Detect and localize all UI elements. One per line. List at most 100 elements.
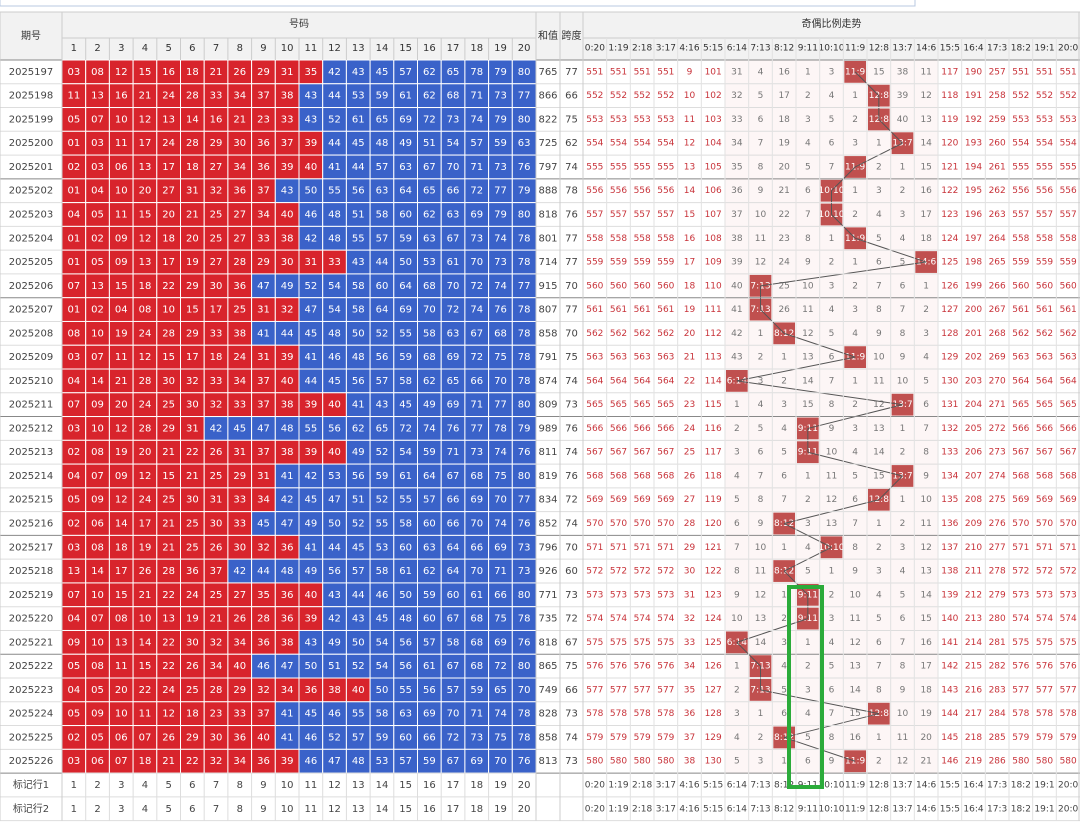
ratio-omission: 4 <box>829 638 835 648</box>
ratio-omission: 10 <box>731 614 743 624</box>
ratio-omission: 553 <box>634 115 651 125</box>
span: 72 <box>565 614 578 625</box>
number: 74 <box>494 447 507 458</box>
ratio-omission: 206 <box>965 448 982 458</box>
footer-number: 12 <box>328 804 341 815</box>
ratio-omission: 1 <box>758 709 764 719</box>
number: 58 <box>447 637 460 648</box>
ratio-omission: 564 <box>1012 376 1029 386</box>
footer-ratio: 6:14 <box>727 804 747 814</box>
ratio-omission: 9 <box>900 685 906 695</box>
footer-number: 15 <box>399 804 412 815</box>
ratio-omission: 562 <box>586 329 603 339</box>
ratio-omission: 2 <box>852 210 858 220</box>
footer-ratio: 1:19 <box>608 780 628 790</box>
ratio-omission: 210 <box>965 543 982 553</box>
span: 74 <box>565 732 578 743</box>
number: 59 <box>376 471 389 482</box>
number: 69 <box>447 400 460 411</box>
number: 55 <box>399 495 412 506</box>
number: 26 <box>186 661 199 672</box>
number: 09 <box>115 233 128 244</box>
ratio-omission: 7 <box>876 662 882 672</box>
ratio-omission: 1 <box>781 353 787 363</box>
number: 01 <box>67 186 80 197</box>
ratio-omission: 566 <box>1012 424 1029 434</box>
number: 03 <box>67 542 80 553</box>
number: 20 <box>115 400 128 411</box>
number: 26 <box>210 542 223 553</box>
number: 69 <box>494 637 507 648</box>
number: 17 <box>139 138 152 149</box>
number: 21 <box>162 447 175 458</box>
ratio-omission: 555 <box>634 162 651 172</box>
number: 03 <box>67 756 80 767</box>
ratio-omission: 3 <box>852 305 858 315</box>
number: 61 <box>352 114 365 125</box>
number: 60 <box>399 732 412 743</box>
ratio-omission: 194 <box>965 162 982 172</box>
ratio-omission: 41 <box>731 305 742 315</box>
ratio-omission: 146 <box>941 757 958 767</box>
number: 50 <box>304 186 317 197</box>
header-sum: 和值 <box>538 29 558 42</box>
ratio-omission: 10 <box>755 543 767 553</box>
ratio-omission: 575 <box>1012 638 1029 648</box>
ratio-omission: 2 <box>781 614 787 624</box>
number: 67 <box>447 756 460 767</box>
ratio-omission: 17 <box>684 258 695 268</box>
number: 08 <box>91 67 104 78</box>
ratio-omission: 3 <box>805 115 811 125</box>
number: 25 <box>162 495 175 506</box>
number: 21 <box>210 614 223 625</box>
ratio-omission: 575 <box>657 638 674 648</box>
number: 68 <box>423 352 436 363</box>
number: 51 <box>328 661 341 672</box>
number: 42 <box>233 566 246 577</box>
number: 56 <box>328 566 341 577</box>
number: 79 <box>494 114 507 125</box>
ratio-omission: 561 <box>1012 305 1029 315</box>
number: 74 <box>470 305 483 316</box>
number: 68 <box>494 328 507 339</box>
number: 48 <box>328 328 341 339</box>
ratio-omission: 268 <box>989 329 1006 339</box>
ratio-omission: 18 <box>920 685 932 695</box>
ratio-hit: 12:8 <box>869 709 889 719</box>
number: 29 <box>186 281 199 292</box>
number: 22 <box>162 590 175 601</box>
ratio-omission: 285 <box>989 733 1006 743</box>
number: 53 <box>376 756 389 767</box>
number: 10 <box>162 305 175 316</box>
ratio-omission: 209 <box>965 519 982 529</box>
ratio-omission: 6 <box>829 139 835 149</box>
ratio-omission: 10 <box>849 590 861 600</box>
number: 61 <box>399 91 412 102</box>
number-column-label: 14 <box>376 43 389 54</box>
ratio-omission: 566 <box>634 424 651 434</box>
number: 30 <box>186 495 199 506</box>
number: 52 <box>328 732 341 743</box>
ratio-omission: 9 <box>852 567 858 577</box>
ratio-omission: 15 <box>873 471 884 481</box>
issue: 2025211 <box>9 400 54 411</box>
number: 45 <box>304 328 317 339</box>
ratio-omission: 11 <box>826 471 837 481</box>
number: 33 <box>233 519 246 530</box>
number: 69 <box>470 210 483 221</box>
number: 67 <box>447 614 460 625</box>
ratio-column-label: 18:2 <box>1011 44 1031 54</box>
ratio-omission: 554 <box>1012 139 1029 149</box>
ratio-omission: 571 <box>610 543 627 553</box>
header-ratio: 奇偶比例走势 <box>802 17 862 30</box>
number: 44 <box>281 328 294 339</box>
ratio-omission: 11 <box>802 305 813 315</box>
footer-ratio: 3:17 <box>656 780 676 790</box>
number: 31 <box>210 495 223 506</box>
footer-label: 标记行1 <box>13 778 49 791</box>
ratio-omission: 567 <box>1036 448 1053 458</box>
sum: 813 <box>538 756 557 767</box>
number: 78 <box>518 352 531 363</box>
footer-number: 14 <box>376 804 389 815</box>
number: 67 <box>470 328 483 339</box>
